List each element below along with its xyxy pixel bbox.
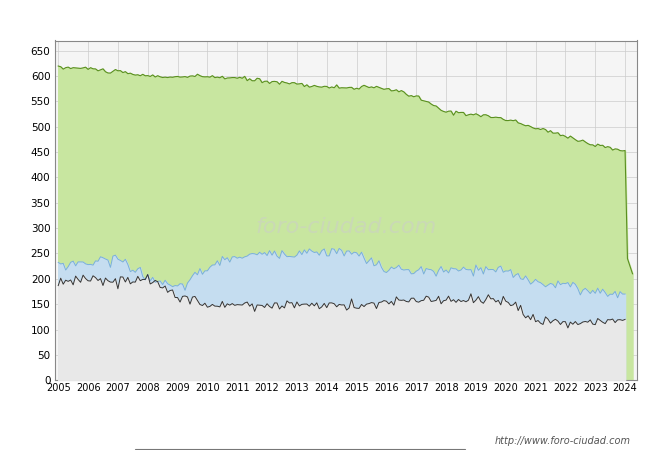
Text: Castronuño - Evolucion de la poblacion en edad de Trabajar Noviembre de 2024: Castronuño - Evolucion de la poblacion e…: [58, 12, 592, 25]
Legend: Ocupados, Parados, Hab. entre 16-64: Ocupados, Parados, Hab. entre 16-64: [135, 449, 465, 450]
Text: http://www.foro-ciudad.com: http://www.foro-ciudad.com: [495, 436, 630, 446]
Text: foro-ciudad.com: foro-ciudad.com: [255, 217, 437, 237]
